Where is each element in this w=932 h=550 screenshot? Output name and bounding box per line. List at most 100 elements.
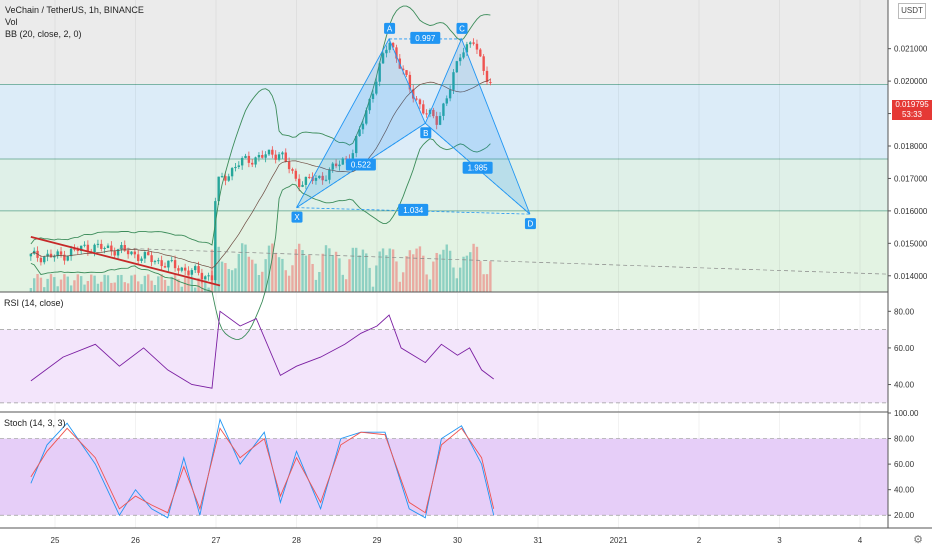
volume-bar [489,261,492,292]
volume-bar [395,261,398,292]
candle-body [69,248,73,257]
candle-body [338,164,341,167]
candle-body [173,260,177,269]
candle-body [331,163,334,170]
candle-body [63,254,66,261]
ratio-badge [345,158,376,171]
price-tick-label: 0.014000 [894,272,928,281]
candle-body [230,168,234,177]
price-tick-label: 0.021000 [894,45,928,54]
volume-bar [291,265,294,292]
candle-body [458,57,462,62]
candle-body [53,256,56,258]
symbol-title[interactable]: VeChain / TetherUS, 1h, BINANCE [5,5,144,15]
candle-body [79,245,83,252]
volume-bar [79,276,83,292]
volume-bar [381,248,385,292]
candle-body [408,74,412,90]
candle-body [147,252,150,256]
candle-body [136,254,140,262]
volume-bar [368,267,371,292]
time-tick-label: 2021 [610,536,628,545]
candle-body [277,154,281,160]
price-zone [0,84,888,159]
bollinger-legend[interactable]: BB (20, close, 2, 0) [5,29,82,39]
time-tick-label: 26 [131,536,140,545]
time-tick-label: 2 [697,536,702,545]
volume-bar [177,279,180,292]
candle-body [462,52,465,58]
volume-bar [153,285,157,292]
candle-body [341,158,344,165]
candle-body [267,149,271,155]
stoch-legend[interactable]: Stoch (14, 3, 3) [4,418,66,428]
candle-body [39,257,43,263]
candle-body [328,169,331,180]
volume-bar [39,277,43,292]
candle-body [86,244,90,252]
volume-bar [475,246,479,292]
candle-body [422,104,425,114]
volume-bar [455,278,459,292]
candle-body [93,244,96,253]
candle-body [96,243,100,245]
rsi-legend[interactable]: RSI (14, close) [4,298,64,308]
candle-body [405,70,408,75]
volume-bar [361,249,365,292]
candle-body [103,247,106,249]
gear-icon[interactable]: ⚙ [913,534,923,546]
volume-bar [160,274,163,292]
candle-body [297,178,301,187]
candle-body [381,53,385,64]
volume-bar [136,281,140,292]
candle-body [448,89,452,99]
volume-bar [385,255,388,292]
candle-body [257,155,261,158]
volume-bar [338,258,341,292]
candle-body [375,81,378,94]
volume-bar [103,274,106,292]
candle-body [183,267,187,271]
volume-bar [214,242,217,292]
rsi-tick-label: 60.00 [894,344,915,353]
time-tick-label: 28 [292,536,301,545]
volume-bar [425,274,428,292]
volume-bar [287,275,291,292]
candle-body [432,109,435,117]
candle-body [388,42,391,50]
volume-bar [445,244,448,292]
volume-bar [412,254,415,292]
currency-button[interactable]: USDT [898,3,926,19]
volume-bar [76,274,80,292]
volume-bar [391,249,395,292]
volume-bar [147,274,150,292]
volume-bar [100,281,103,292]
candle-body [29,253,33,257]
candle-body [207,275,210,277]
volume-bar [86,280,90,292]
volume-bar [133,274,137,292]
volume-bar [113,282,116,292]
pattern-connector [425,122,531,215]
dashed-line [119,247,889,275]
volume-legend[interactable]: Vol [5,17,18,27]
volume-bar [462,256,465,292]
candle-body [485,70,489,83]
candle-body [365,110,368,124]
candle-body [271,149,274,155]
candle-body [361,123,365,130]
ratio-label: 1.034 [403,206,424,215]
candle-body [334,163,338,167]
time-tick-label: 3 [777,536,782,545]
volume-bar [469,252,472,292]
price-tick-label: 0.016000 [894,207,928,216]
candle-body [401,68,405,71]
stoch-tick-label: 60.00 [894,460,915,469]
candle-body [66,256,69,261]
volume-bar [210,249,214,292]
pattern-point-label: A [387,24,393,33]
volume-bar [49,274,53,292]
volume-bar [73,280,76,292]
